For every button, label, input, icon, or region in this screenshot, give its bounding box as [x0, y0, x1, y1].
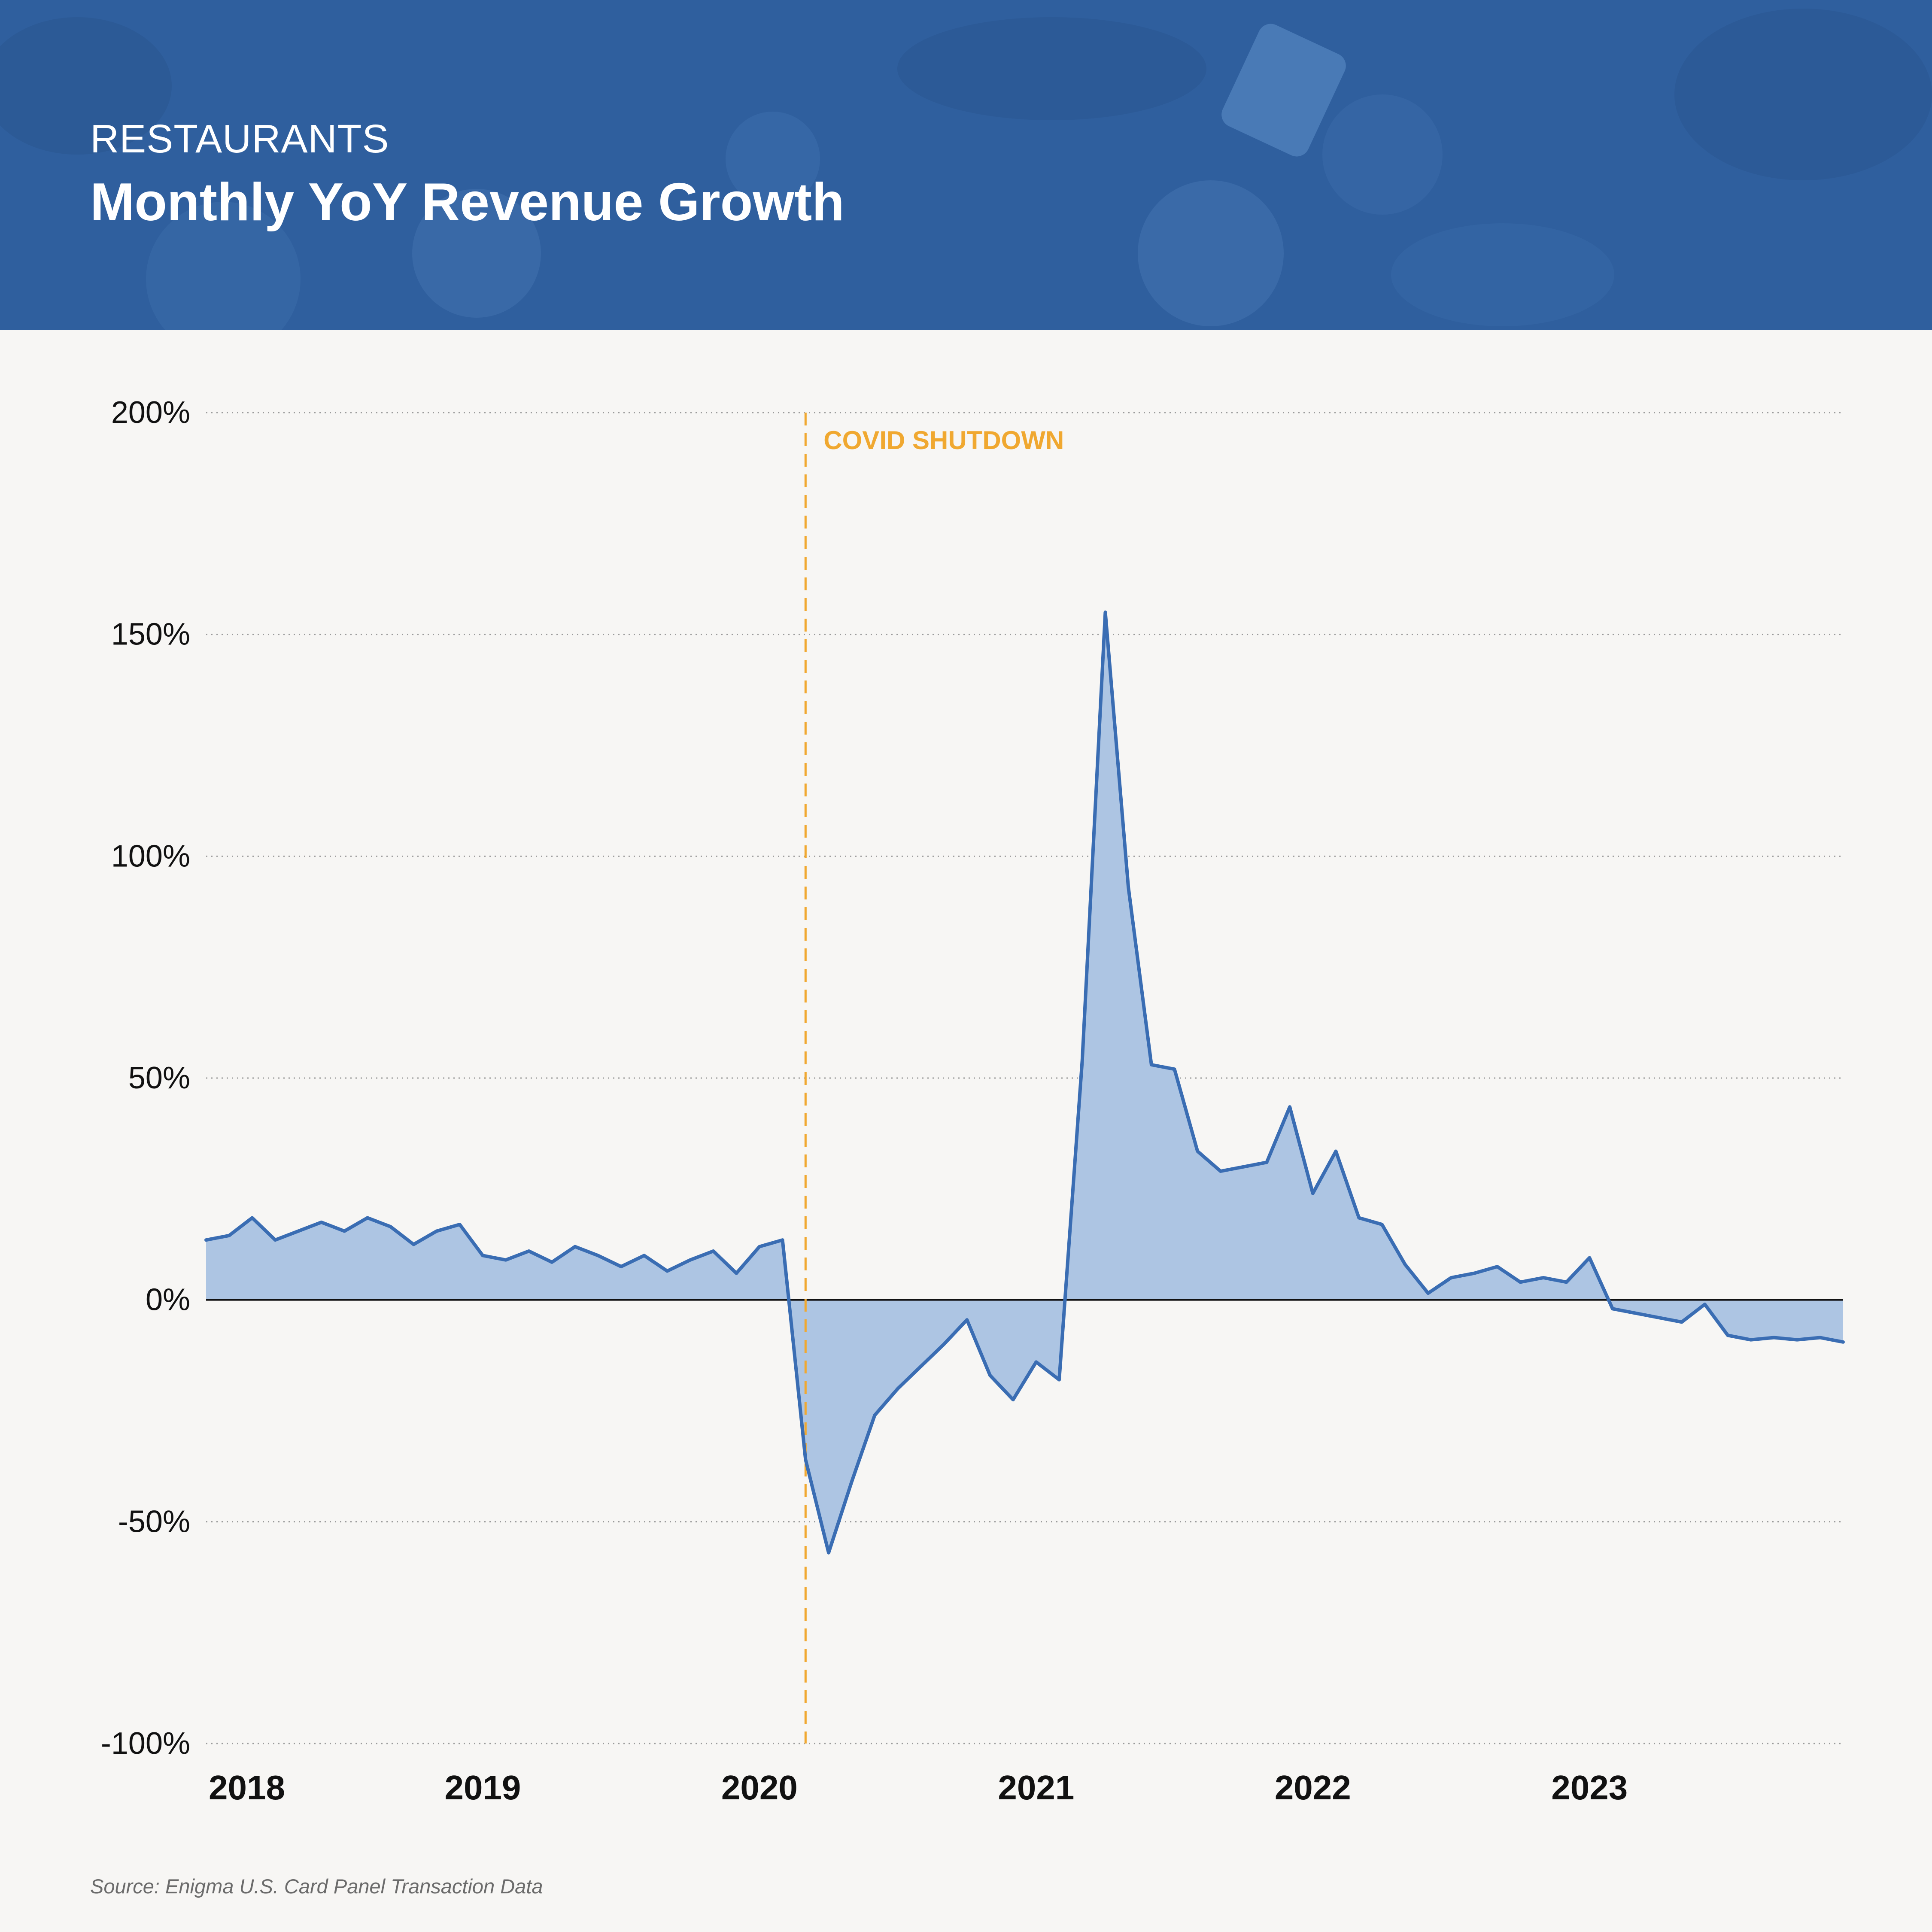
- source-note: Source: Enigma U.S. Card Panel Transacti…: [90, 1875, 543, 1898]
- y-tick-label: 50%: [128, 1061, 190, 1095]
- x-tick-label: 2020: [721, 1768, 798, 1807]
- header-kicker: RESTAURANTS: [90, 116, 389, 161]
- y-tick-label: -100%: [101, 1726, 190, 1761]
- series-area-fill: [206, 612, 1843, 1553]
- y-tick-label: -50%: [118, 1504, 190, 1539]
- covid-annotation-label: COVID SHUTDOWN: [823, 426, 1064, 455]
- chart-svg: 200% 150% 100% 50% 0% -50% -100% COVID SHUTDOWN…: [101, 395, 1845, 1807]
- series-line: [204, 611, 1845, 1555]
- y-tick-label: 100%: [111, 839, 190, 873]
- x-tick-label: 2021: [998, 1768, 1074, 1807]
- header-background-photo: [0, 0, 1932, 330]
- y-tick-label: 200%: [111, 395, 190, 430]
- x-tick-label: 2018: [209, 1768, 285, 1807]
- y-tick-label: 150%: [111, 617, 190, 652]
- y-tick-label: 0%: [146, 1283, 190, 1317]
- header-banner: RESTAURANTS Monthly YoY Revenue Growth: [0, 0, 1932, 330]
- chart-area: 200% 150% 100% 50% 0% -50% -100% COVID SHUTDOWN…: [0, 330, 1932, 1932]
- x-tick-label: 2019: [444, 1768, 521, 1807]
- chart-title: Monthly YoY Revenue Growth: [90, 173, 844, 232]
- x-tick-label: 2022: [1275, 1768, 1351, 1807]
- x-tick-label: 2023: [1551, 1768, 1628, 1807]
